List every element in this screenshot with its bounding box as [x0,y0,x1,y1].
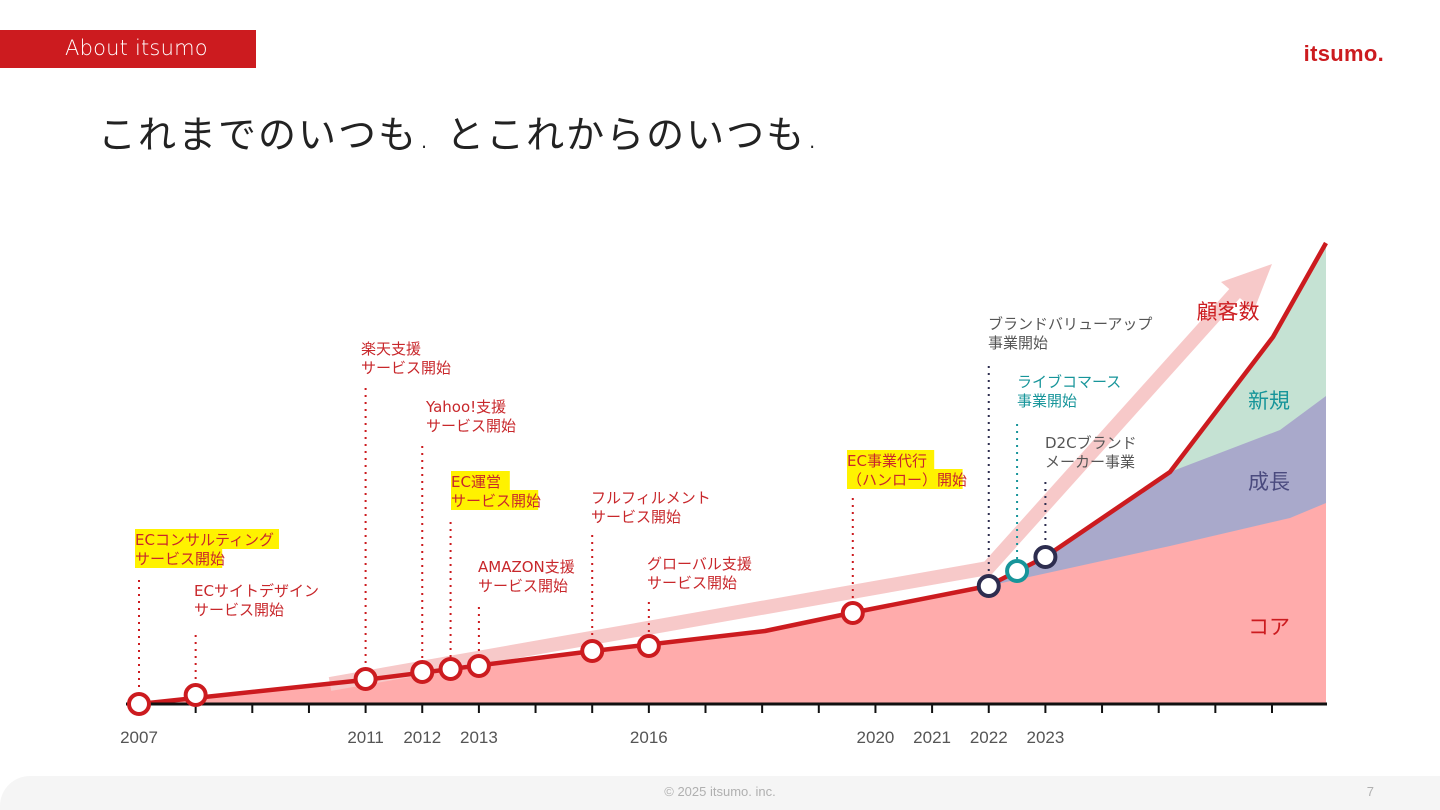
milestone-label: サービス開始 [194,601,284,619]
milestone-label: AMAZON支援 [478,558,575,576]
milestone-highlight [451,490,539,510]
milestone-highlight [451,471,510,491]
milestone-label: EC運営 [451,473,501,491]
milestone-label: サービス開始 [361,359,451,377]
brand-logo: itsumo. [1303,41,1384,66]
footer: © 2025 itsumo. inc. 7 [0,776,1440,810]
milestone-label: 楽天支援 [361,340,421,358]
milestone-dot [410,660,435,684]
milestone-label: サービス開始 [591,508,681,526]
milestone-dot [976,574,1001,598]
milestone-highlight [847,469,963,489]
milestone-dot [636,634,661,658]
x-tick-label: 2021 [913,728,951,747]
page-number: 7 [1366,784,1374,799]
x-tick-label: 2023 [1026,728,1064,747]
x-tick-label: 2007 [120,728,158,747]
x-tick-label: 2020 [857,728,895,747]
area-core [139,503,1326,704]
growth-chart: 2007 2011 2012 2013 2016 2020 2021 2022 2023 ECコン… [120,241,1328,747]
milestone-dot [466,654,491,678]
milestone-label: Yahoo!支援 [425,398,506,416]
milestone-label: ブランドバリューアップ [988,315,1152,333]
arrow-label: 顧客数 [1197,300,1260,324]
milestone-label: サービス開始 [647,574,737,592]
milestone-dot [183,683,208,707]
milestone-label: 事業開始 [988,334,1048,352]
milestone-dot [438,657,463,681]
section-tag-label: About itsumo [65,36,208,60]
customer-arrow-shaft [328,287,1242,691]
milestone-highlight [135,529,279,549]
milestone-label: D2Cブランド [1045,434,1137,452]
milestone-dot [1005,559,1030,583]
milestone-label: サービス開始 [478,577,568,595]
milestone-label: サービス開始 [135,550,225,568]
x-tick-label: 2016 [630,728,668,747]
milestone-label: ECコンサルティング [135,531,274,549]
milestone-label: ECサイトデザイン [194,582,319,600]
milestone-highlight [847,450,935,470]
milestone-label: 事業開始 [1017,392,1077,410]
milestone-dot [353,667,378,691]
milestone-label: （ハンロー）開始 [847,471,967,489]
x-tick-label: 2013 [460,728,498,747]
milestone-label: ライブコマース [1017,373,1121,391]
x-tick-label: 2022 [970,728,1008,747]
milestone-label: フルフィルメント [591,489,711,507]
customer-arrow-head [1221,264,1272,310]
milestone-dot [1033,545,1058,569]
x-tick-label: 2011 [347,728,384,747]
milestone-highlight [135,548,223,568]
milestone-label: メーカー事業 [1045,453,1135,471]
milestone-label: EC事業代行 [847,452,927,470]
area-label-core: コア [1248,615,1290,639]
area-label-growth: 成長 [1248,470,1290,494]
area-label-new: 新規 [1248,389,1290,413]
milestone-dot [127,692,151,716]
milestone-label: サービス開始 [451,492,541,510]
milestone-label: グローバル支援 [647,555,752,573]
x-tick-label: 2012 [403,728,441,747]
milestone-dot [580,639,605,663]
page-title: これまでのいつも. とこれからのいつも. [98,113,821,157]
milestone-label: サービス開始 [426,417,516,435]
milestone-dot [840,601,865,625]
section-tag: About itsumo [0,30,256,68]
copyright: © 2025 itsumo. inc. [664,784,776,799]
